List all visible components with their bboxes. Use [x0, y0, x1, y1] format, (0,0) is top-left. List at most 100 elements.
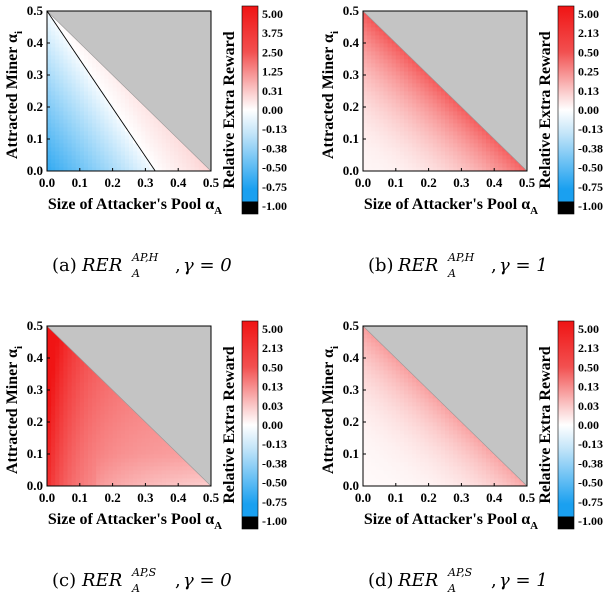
- heatmap-cell: [51, 107, 56, 112]
- heatmap-cell: [440, 410, 446, 415]
- heatmap-cell: [51, 334, 56, 339]
- heatmap-cell: [165, 450, 171, 455]
- heatmap-cell: [133, 442, 138, 447]
- heatmap-cell: [137, 450, 142, 455]
- heatmap-cell: [432, 147, 438, 152]
- heatmap-cell: [79, 155, 85, 160]
- heatmap-cell: [161, 474, 167, 479]
- colorbar-tick-label: -0.13: [262, 437, 287, 451]
- heatmap-cell: [367, 338, 372, 343]
- caption-letter: (b): [368, 255, 394, 276]
- heatmap-cell: [428, 402, 434, 407]
- heatmap-cell: [424, 398, 429, 403]
- heatmap-cell: [104, 155, 109, 160]
- heatmap-cell: [457, 422, 462, 427]
- heatmap-cell: [453, 131, 458, 136]
- heatmap-cell: [47, 119, 52, 124]
- heatmap-cell: [51, 63, 56, 68]
- heatmap-cell: [71, 59, 77, 64]
- heatmap-cell: [371, 39, 376, 44]
- heatmap-cell: [47, 71, 52, 76]
- heatmap-cell: [104, 103, 109, 108]
- heatmap-cell: [449, 462, 454, 467]
- x-tick-label: 0.5: [519, 490, 536, 505]
- heatmap-cell: [391, 67, 397, 72]
- heatmap-cell: [494, 147, 499, 152]
- y-axis-label: Attracted Miner αi: [320, 31, 341, 159]
- heatmap-cell: [63, 406, 68, 411]
- heatmap-cell: [55, 67, 60, 72]
- heatmap-cell: [59, 462, 64, 467]
- heatmap-cell: [71, 394, 77, 399]
- heatmap-cell: [420, 91, 425, 96]
- heatmap-cell: [88, 127, 93, 132]
- heatmap-cell: [371, 478, 376, 483]
- heatmap-cell: [399, 474, 405, 479]
- heatmap-cell: [379, 131, 384, 136]
- heatmap-cell: [51, 87, 56, 92]
- heatmap-cell: [137, 151, 142, 156]
- heatmap-cell: [367, 131, 372, 136]
- heatmap-cell: [137, 478, 142, 483]
- heatmap-cell: [55, 83, 60, 88]
- heatmap-cell: [63, 458, 68, 463]
- heatmap-cell: [391, 167, 397, 172]
- heatmap-cell: [363, 370, 368, 375]
- heatmap-cell: [124, 442, 130, 447]
- heatmap-cell: [387, 442, 393, 447]
- heatmap-cell: [182, 466, 187, 471]
- heatmap-cell: [88, 139, 93, 144]
- heatmap-cell: [104, 386, 109, 391]
- heatmap-cell: [83, 394, 89, 399]
- heatmap-cell: [92, 402, 97, 407]
- heatmap-cell: [432, 103, 438, 108]
- heatmap-cell: [108, 482, 113, 487]
- heatmap-cell: [408, 438, 413, 443]
- heatmap-cell: [445, 430, 450, 435]
- heatmap-cell: [137, 139, 142, 144]
- heatmap-cell: [387, 83, 393, 88]
- heatmap-cell: [395, 111, 401, 116]
- heatmap-cell: [47, 95, 52, 100]
- heatmap-cell: [387, 474, 393, 479]
- heatmap-cell: [55, 63, 60, 68]
- heatmap-cell: [371, 394, 376, 399]
- heatmap-cell: [145, 111, 150, 116]
- colorbar: [557, 5, 575, 215]
- heatmap-cell: [428, 131, 434, 136]
- heatmap-cell: [367, 35, 372, 40]
- heatmap-cell: [395, 155, 401, 160]
- heatmap-cell: [391, 482, 397, 487]
- heatmap-cell: [79, 159, 85, 164]
- heatmap-cell: [506, 474, 511, 479]
- heatmap-cell: [96, 390, 101, 395]
- heatmap-cell: [428, 119, 434, 124]
- heatmap-cell: [96, 143, 101, 148]
- heatmap-cell: [408, 59, 413, 64]
- heatmap-cell: [387, 482, 393, 487]
- heatmap-cell: [363, 386, 368, 391]
- heatmap-cell: [432, 87, 438, 92]
- heatmap-cell: [79, 127, 85, 132]
- heatmap-cell: [59, 362, 64, 367]
- heatmap-cell: [371, 143, 376, 148]
- heatmap-cell: [92, 155, 97, 160]
- heatmap-cell: [473, 474, 479, 479]
- heatmap-cell: [133, 462, 138, 467]
- heatmap-cell: [92, 434, 97, 439]
- heatmap-cell: [178, 474, 183, 479]
- heatmap-cell: [145, 123, 150, 128]
- heatmap-cell: [506, 159, 511, 164]
- heatmap-cell: [514, 167, 520, 172]
- heatmap-cell: [137, 135, 142, 140]
- heatmap-cell: [75, 366, 81, 371]
- heatmap-cell: [88, 378, 93, 383]
- heatmap-cell: [178, 462, 183, 467]
- heatmap-cell: [379, 370, 384, 375]
- heatmap-cell: [363, 147, 368, 152]
- heatmap-cell: [371, 386, 376, 391]
- heatmap-cell: [108, 123, 113, 128]
- heatmap-cell: [59, 115, 64, 120]
- heatmap-cell: [67, 474, 72, 479]
- heatmap-cell: [112, 103, 118, 108]
